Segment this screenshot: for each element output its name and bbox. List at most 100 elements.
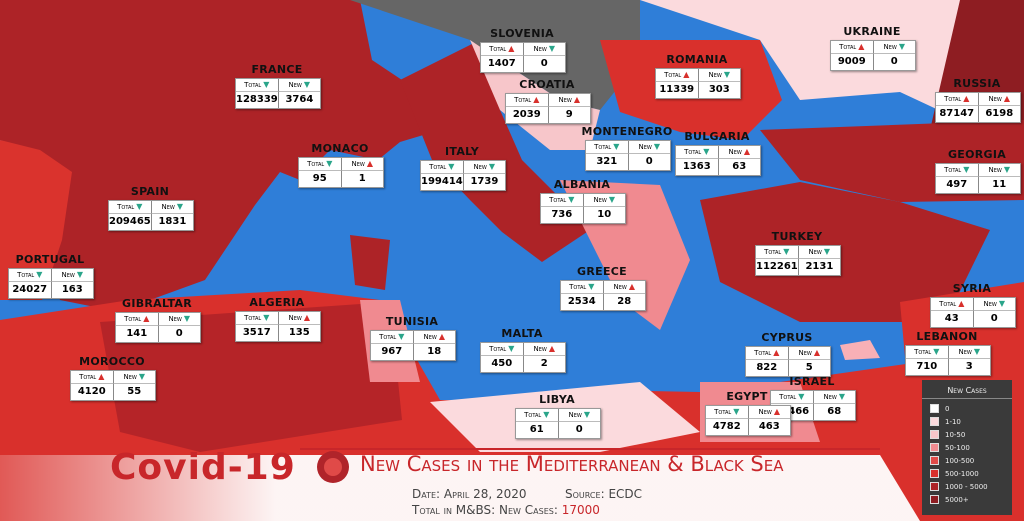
trend-icon: ▲ [533,95,540,104]
box-values: 9009 0 [831,54,915,70]
box-header: Total ▲ New ▲ [936,93,1020,106]
new-label: New [61,271,75,279]
new-value: 10 [597,209,612,220]
trend-icon: ▼ [1003,165,1010,174]
legend-label: 10-50 [945,430,966,439]
total-label: Total [779,393,797,401]
country-box: Total ▲ New ▼ 9009 0 [830,40,916,71]
country-name: TURKEY [771,230,823,243]
box-header: Total ▲ New ▲ [746,347,830,360]
country-name: TUNISIA [385,315,439,328]
trend-icon: ▼ [998,299,1005,308]
new-value: 5 [805,362,813,373]
header-cell: New ▲ [341,158,383,171]
country-box: Total ▼ New ▲ 95 1 [298,157,384,188]
legend-swatch [930,469,939,478]
header-cell: Total ▼ [516,409,559,422]
country-name: GIBRALTAR [121,297,192,310]
country-box: Total ▼ New ▼ 199414 1739 [420,160,506,191]
new-value: 0 [645,156,653,167]
new-value: 2131 [805,261,834,272]
box-values: 199414 1739 [421,174,505,190]
country-name: LEBANON [916,330,978,343]
header-cell: New ▼ [948,346,990,359]
box-header: Total ▼ New ▼ [109,201,193,214]
box-header: Total ▼ New ▼ [906,346,990,359]
trend-icon: ▲ [438,332,445,341]
new-label: New [288,81,302,89]
header-cell: Total ▼ [706,406,749,419]
country-name: ISRAEL [789,375,835,388]
country-box: Total ▼ New ▼ 128339 3764 [235,78,321,109]
box-values: 61 0 [516,422,600,438]
trend-icon: ▲ [963,94,970,103]
box-header: Total ▼ New ▼ [586,141,670,154]
header-cell: New ▼ [558,409,600,422]
header-cell: New ▼ [523,43,565,56]
box-values: 2039 9 [506,107,590,123]
new-value: 0 [890,56,898,67]
header-cell: New ▲ [523,343,565,356]
legend-label: 0 [945,404,950,413]
country-name: MONACO [311,142,369,155]
legend-title: New Cases [922,386,1012,399]
new-value: 1 [358,173,366,184]
country-name: SYRIA [952,282,992,295]
total-label: Total [594,143,612,151]
trend-icon: ▼ [326,159,333,168]
new-value: 0 [540,58,548,69]
header-cell: New ▲ [978,93,1020,106]
trend-icon: ▼ [963,165,970,174]
legend-item: 1-10 [930,415,1012,428]
box-values: 15466 68 [771,404,855,420]
total-value: 321 [586,154,629,170]
total-value: 822 [746,360,789,376]
box-values: 43 0 [931,311,1015,327]
land [0,0,440,310]
header-cell: Total ▼ [421,161,464,174]
box-header: Total ▼ New ▲ [236,312,320,325]
header-cell: Total ▼ [756,246,799,259]
new-value: 163 [61,284,83,295]
country-box: Total ▼ New ▼ 710 3 [905,345,991,376]
header-cell: Total ▼ [561,281,604,294]
header-cell: New ▲ [413,331,455,344]
total-value: 112261 [756,259,799,275]
total-value: 1407 [481,56,524,72]
new-label: New [473,163,487,171]
country-name: PORTUGAL [15,253,85,266]
box-header: Total ▼ New ▼ [9,269,93,282]
country-name: UKRAINE [843,25,901,38]
total-label: Total [489,45,507,53]
header-cell: Total ▼ [371,331,414,344]
trend-icon: ▼ [76,270,83,279]
total-value: 967 [371,344,414,360]
trend-icon: ▲ [773,407,780,416]
new-label: New [168,315,182,323]
subtitle: New Cases in the Mediterranean & Black S… [360,452,784,476]
trend-icon: ▲ [366,159,373,168]
box-values: 321 0 [586,154,670,170]
legend-label: 1-10 [945,417,961,426]
header-cell: New ▼ [813,391,855,404]
date: April 28, 2020 [443,487,527,501]
total-label: Total [124,315,142,323]
header-cell: New ▼ [151,201,193,214]
box-header: Total ▼ New ▼ [771,391,855,404]
header-cell: Total ▼ [109,201,152,214]
box-values: 4120 55 [71,384,155,400]
total-value: 1363 [676,159,719,175]
new-value: 0 [990,313,998,324]
box-header: Total ▼ New ▲ [706,406,790,419]
total-label: Total [569,283,587,291]
box-header: Total ▲ New ▼ [931,298,1015,311]
header-cell: New ▼ [973,298,1015,311]
legend-swatch [930,404,939,413]
new-label: New [958,348,972,356]
trend-icon: ▼ [176,202,183,211]
total-label: Total [524,411,542,419]
trend-icon: ▼ [448,162,455,171]
total-label: Total [944,95,962,103]
box-values: 209465 1831 [109,214,193,230]
